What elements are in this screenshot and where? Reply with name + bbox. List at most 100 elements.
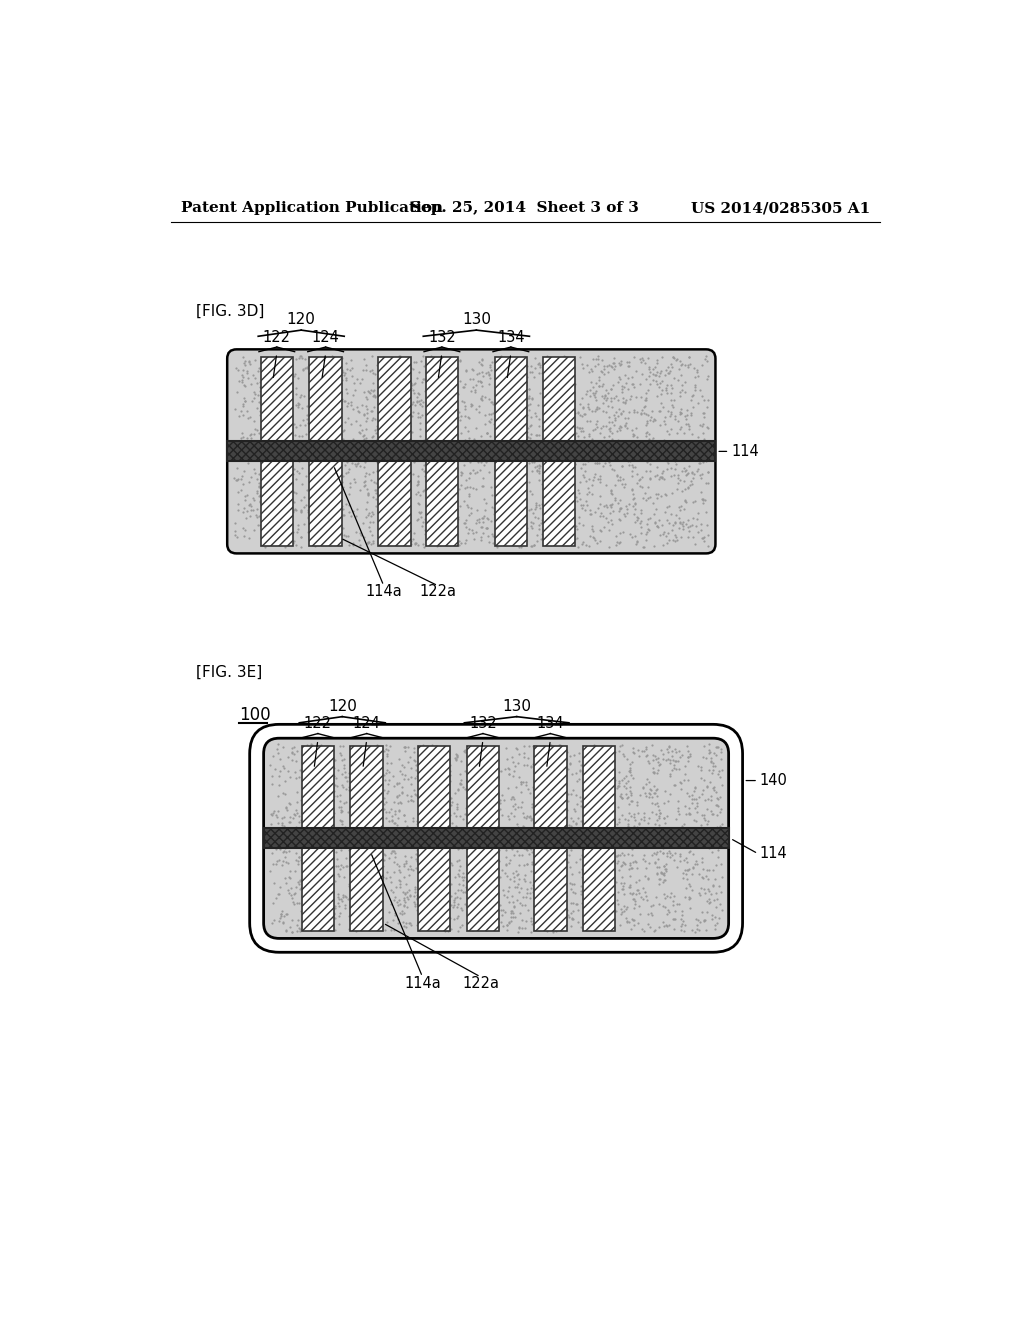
Point xyxy=(403,393,420,414)
Point xyxy=(243,499,259,520)
Point xyxy=(390,417,407,438)
Point xyxy=(278,851,294,873)
Point xyxy=(598,475,614,496)
Point xyxy=(253,378,269,399)
Point xyxy=(629,795,645,816)
Point xyxy=(702,833,719,854)
Point xyxy=(699,776,716,797)
Point xyxy=(240,500,256,521)
Point xyxy=(528,495,545,516)
Point xyxy=(581,399,597,420)
Point xyxy=(276,436,293,457)
Point xyxy=(346,738,362,759)
Point xyxy=(296,496,312,517)
Point xyxy=(557,362,573,383)
Point xyxy=(581,469,597,490)
Point xyxy=(430,428,446,449)
Point xyxy=(539,347,555,368)
Point xyxy=(461,408,477,429)
Point xyxy=(388,447,404,469)
Point xyxy=(478,508,495,529)
Point xyxy=(264,912,281,933)
Point xyxy=(305,467,322,488)
Point xyxy=(653,392,670,413)
Point xyxy=(425,809,441,830)
Point xyxy=(321,858,337,879)
Point xyxy=(334,810,350,832)
Point xyxy=(610,771,627,792)
Point xyxy=(392,760,409,781)
Point xyxy=(247,462,263,483)
Point xyxy=(501,853,517,874)
Point xyxy=(463,395,479,416)
Point xyxy=(518,356,535,378)
Point xyxy=(524,851,541,873)
Point xyxy=(568,762,585,783)
Point xyxy=(461,504,477,525)
Point xyxy=(340,461,356,482)
Point xyxy=(671,359,687,380)
Point xyxy=(422,768,438,789)
Point xyxy=(680,822,696,843)
Point xyxy=(573,498,590,519)
Point xyxy=(434,459,451,480)
Point xyxy=(259,364,275,385)
Point xyxy=(388,837,404,858)
Point xyxy=(433,767,450,788)
Point xyxy=(665,750,681,771)
Point xyxy=(482,425,499,446)
Point xyxy=(367,903,383,924)
Point xyxy=(668,504,684,525)
Point xyxy=(453,770,469,791)
Point xyxy=(701,772,718,793)
Point xyxy=(652,862,669,883)
Point xyxy=(300,521,316,543)
Point xyxy=(586,751,602,772)
Point xyxy=(709,737,725,758)
Point xyxy=(309,389,326,411)
Point xyxy=(463,393,479,414)
Point xyxy=(545,783,561,804)
Point xyxy=(595,455,611,477)
Point xyxy=(586,384,602,405)
Point xyxy=(368,850,384,871)
Point xyxy=(676,499,692,520)
Point xyxy=(706,890,722,911)
Point xyxy=(297,783,313,804)
Point xyxy=(633,404,649,425)
Point xyxy=(408,372,424,393)
Point xyxy=(406,391,422,412)
Point xyxy=(438,813,455,834)
Point xyxy=(502,829,518,850)
Point xyxy=(279,904,295,925)
Point xyxy=(433,890,450,911)
Point xyxy=(493,495,509,516)
Point xyxy=(263,774,280,795)
Point xyxy=(511,916,527,937)
Point xyxy=(535,880,551,902)
Point xyxy=(575,531,592,552)
Point xyxy=(692,759,709,780)
Point xyxy=(631,744,647,766)
Point xyxy=(273,434,290,455)
Point xyxy=(685,843,701,865)
Point xyxy=(587,401,603,422)
Point xyxy=(270,824,287,845)
Point xyxy=(440,363,457,384)
Point xyxy=(420,763,436,784)
Point xyxy=(574,421,591,442)
Point xyxy=(678,859,694,880)
Point xyxy=(561,907,578,928)
Point xyxy=(490,850,507,871)
Point xyxy=(613,770,630,791)
Point xyxy=(613,830,630,851)
Point xyxy=(310,809,327,830)
Point xyxy=(366,408,382,429)
Point xyxy=(365,837,381,858)
Point xyxy=(381,359,397,380)
Point xyxy=(369,791,385,812)
Point xyxy=(620,368,636,389)
Point xyxy=(611,521,628,543)
Point xyxy=(636,920,652,941)
Point xyxy=(512,388,528,409)
